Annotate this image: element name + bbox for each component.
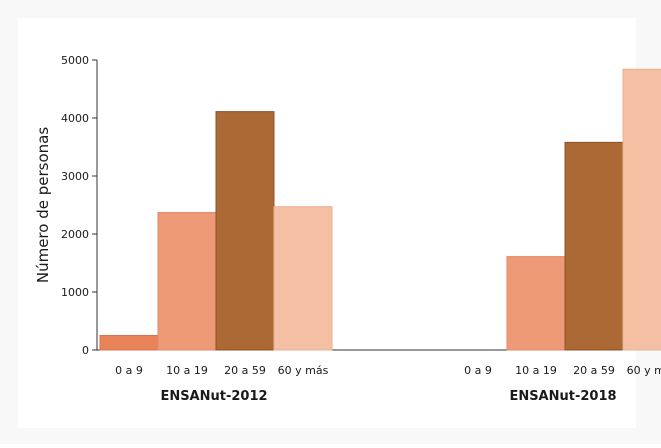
- group-label: ENSANut-2018: [509, 389, 616, 404]
- x-tick-label: 0 a 9: [115, 364, 143, 377]
- y-tick-label: 3000: [61, 170, 89, 183]
- x-tick-label: 20 a 59: [573, 364, 615, 377]
- x-tick-label: 10 a 19: [515, 364, 557, 377]
- bar: [564, 141, 624, 351]
- bar: [273, 206, 333, 351]
- bar: [622, 68, 661, 351]
- y-tick-label: 5000: [61, 54, 89, 67]
- x-tick-label: 60 y más: [278, 364, 329, 377]
- bar: [157, 212, 217, 351]
- x-tick-label: 0 a 9: [464, 364, 492, 377]
- y-tick-label: 1000: [61, 286, 89, 299]
- y-tick-label: 4000: [61, 112, 89, 125]
- y-axis-title: Número de personas: [34, 127, 52, 283]
- x-tick-label: 10 a 19: [166, 364, 208, 377]
- bar: [215, 111, 275, 351]
- x-tick-label: 60 y más: [627, 364, 661, 377]
- y-tick-label: 2000: [61, 228, 89, 241]
- y-tick-label: 0: [82, 344, 89, 357]
- bar: [506, 256, 566, 351]
- group-label: ENSANut-2012: [160, 389, 267, 404]
- x-tick-label: 20 a 59: [224, 364, 266, 377]
- bar: [99, 335, 159, 351]
